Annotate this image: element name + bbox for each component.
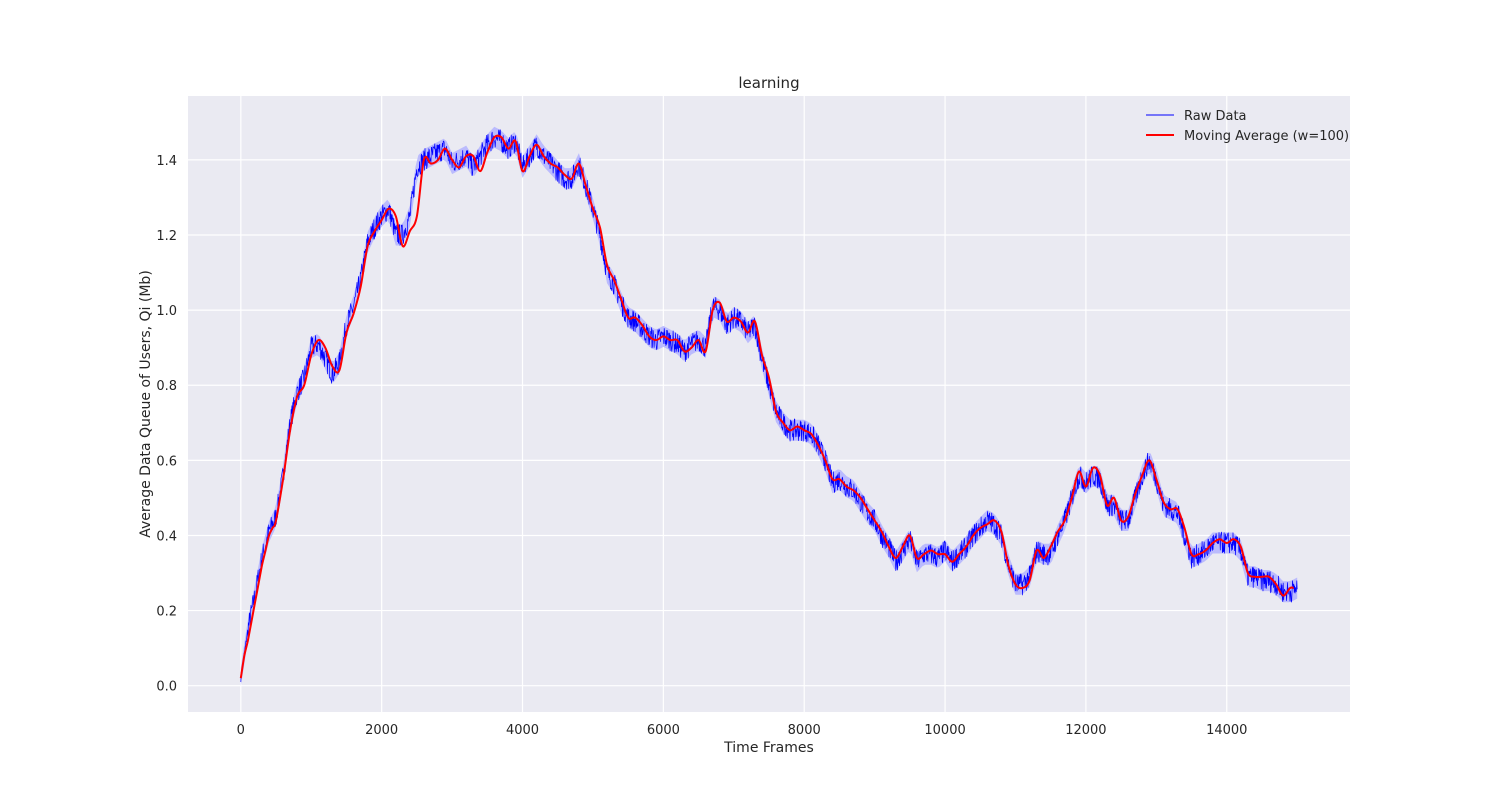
series-layer [239, 126, 1298, 686]
y-tick-label: 0.8 [156, 379, 177, 394]
moving-average-line [239, 134, 1294, 679]
legend-moving-average-label: Moving Average (w=100) [1184, 129, 1349, 144]
plot-area [188, 96, 1350, 712]
y-axis-ticks: 0.0 0.2 0.4 0.6 0.8 1.0 1.2 1.4 [156, 154, 177, 695]
chart-title: learning [738, 74, 799, 92]
x-tick-label: 2000 [365, 723, 398, 738]
y-tick-label: 1.4 [156, 154, 177, 169]
y-tick-label: 1.2 [156, 229, 177, 244]
raw-data-line [240, 129, 1298, 683]
y-tick-label: 0.4 [156, 529, 177, 544]
x-tick-label: 6000 [647, 723, 680, 738]
x-tick-label: 14000 [1206, 723, 1247, 738]
x-tick-label: 8000 [788, 723, 821, 738]
x-tick-label: 4000 [506, 723, 539, 738]
y-tick-label: 0.0 [156, 680, 177, 695]
x-tick-label: 12000 [1065, 723, 1106, 738]
grid [188, 96, 1350, 712]
x-axis-ticks: 0 2000 4000 6000 8000 10000 12000 14000 [237, 723, 1248, 738]
x-tick-label: 10000 [924, 723, 965, 738]
x-tick-label: 0 [237, 723, 245, 738]
y-tick-label: 1.0 [156, 304, 177, 319]
legend: Raw Data Moving Average (w=100) [1146, 109, 1349, 144]
legend-raw-data-label: Raw Data [1184, 109, 1247, 124]
y-tick-label: 0.6 [156, 454, 177, 469]
y-tick-label: 0.2 [156, 605, 177, 620]
x-axis-label: Time Frames [723, 740, 814, 756]
y-axis-label: Average Data Queue of Users, Qi (Mb) [138, 270, 154, 538]
